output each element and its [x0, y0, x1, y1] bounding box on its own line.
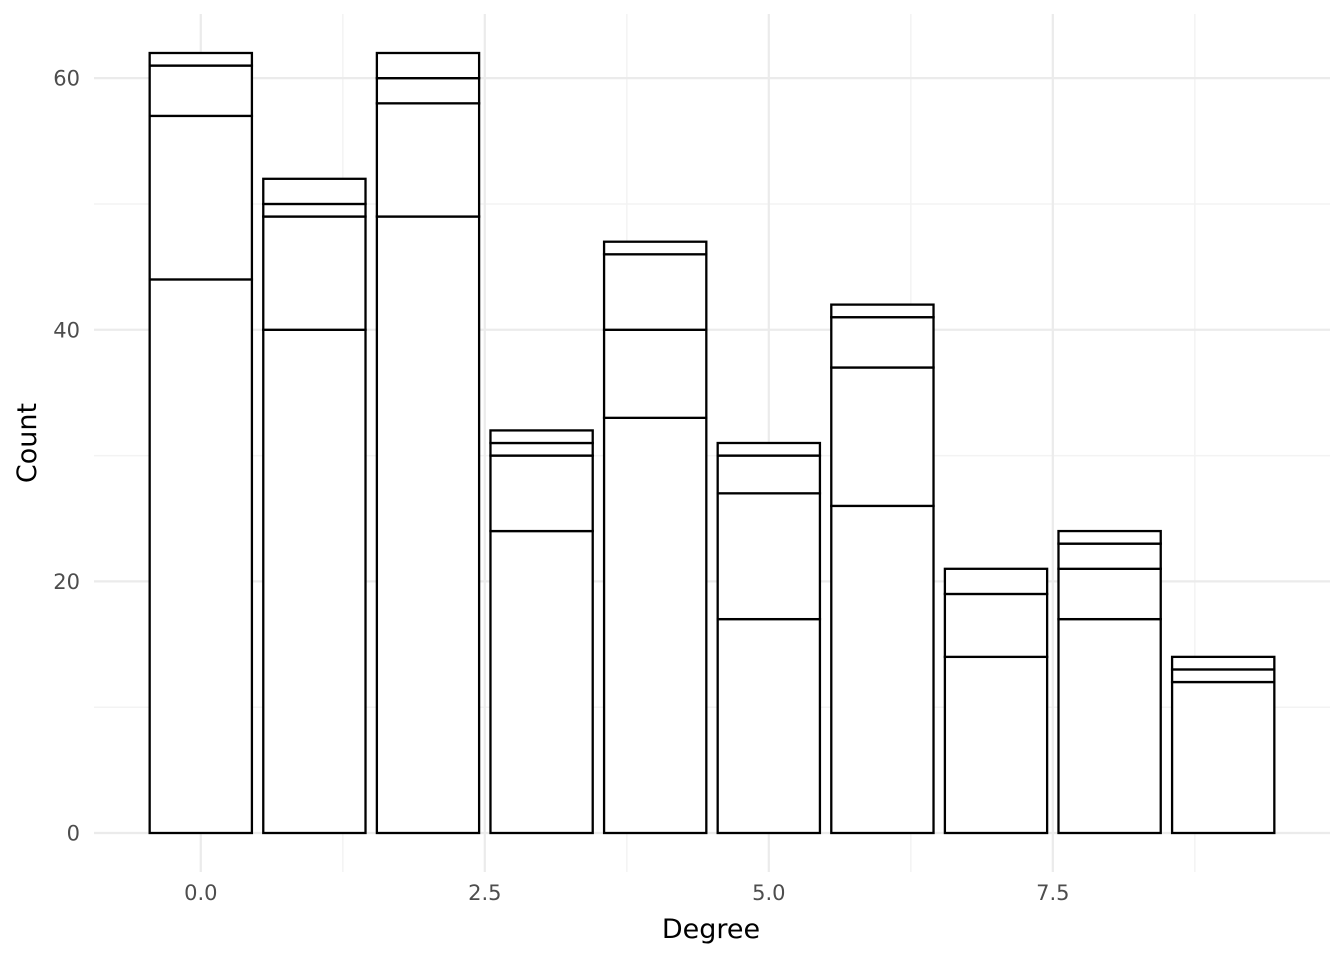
bar-group-3: [489, 429, 594, 835]
bar-group-7: [943, 567, 1049, 835]
bar-segment: [148, 51, 254, 67]
bar-segment: [489, 454, 594, 533]
bar-group-4: [602, 240, 708, 835]
y-axis-tick-labels: 0 20 40 60: [53, 67, 80, 846]
bar-segment: [716, 492, 822, 621]
bar-segment: [489, 441, 594, 457]
bar-segment: [1057, 617, 1162, 835]
bar-segment: [262, 215, 367, 331]
bar-group-2: [375, 51, 481, 835]
bar-segment: [830, 366, 935, 508]
bar-group-0: [148, 51, 254, 835]
bar-group-8: [1057, 529, 1162, 835]
bar-segment: [489, 529, 594, 835]
bar-segment: [375, 215, 481, 835]
bar-segment: [830, 303, 935, 319]
y-tick-label: 20: [53, 570, 80, 594]
bar-group-6: [830, 303, 935, 835]
bar-segment: [262, 202, 367, 218]
x-tick-label: 2.5: [468, 881, 501, 905]
bar-group-9: [1170, 655, 1276, 835]
y-axis-title: Count: [12, 403, 43, 483]
x-tick-label: 5.0: [752, 881, 785, 905]
bar-segment: [602, 240, 708, 256]
x-tick-label: 7.5: [1036, 881, 1069, 905]
bar-segment: [375, 51, 481, 80]
bar-segment: [943, 655, 1049, 835]
bar-segment: [148, 278, 254, 835]
x-tick-label: 0.0: [184, 881, 217, 905]
bar-segment: [1170, 680, 1276, 835]
bars: [148, 51, 1276, 835]
bar-segment: [943, 592, 1049, 659]
bar-segment: [1170, 655, 1276, 671]
bar-segment: [375, 77, 481, 105]
bar-segment: [1170, 668, 1276, 684]
bar-segment: [602, 328, 708, 419]
bar-segment: [830, 316, 935, 369]
bar-segment: [262, 328, 367, 835]
bar-segment: [375, 102, 481, 218]
bar-segment: [489, 429, 594, 445]
bar-segment: [148, 64, 254, 118]
y-tick-label: 0: [67, 822, 80, 846]
bar-segment: [262, 177, 367, 206]
bar-segment: [1057, 542, 1162, 570]
bar-segment: [943, 567, 1049, 596]
bar-segment: [1057, 529, 1162, 545]
bar-segment: [716, 454, 822, 495]
bar-segment: [148, 114, 254, 281]
bar-segment: [716, 441, 822, 457]
x-axis-title: Degree: [662, 914, 760, 945]
y-tick-label: 60: [53, 67, 80, 91]
bar-segment: [716, 617, 822, 835]
bar-segment: [1057, 567, 1162, 621]
bar-segment: [830, 504, 935, 835]
bar-segment: [602, 253, 708, 331]
x-axis-tick-labels: 0.0 2.5 5.0 7.5: [184, 881, 1069, 905]
bar-group-5: [716, 441, 822, 835]
bar-group-1: [262, 177, 367, 835]
y-tick-label: 40: [53, 318, 80, 342]
bar-segment: [602, 416, 708, 835]
